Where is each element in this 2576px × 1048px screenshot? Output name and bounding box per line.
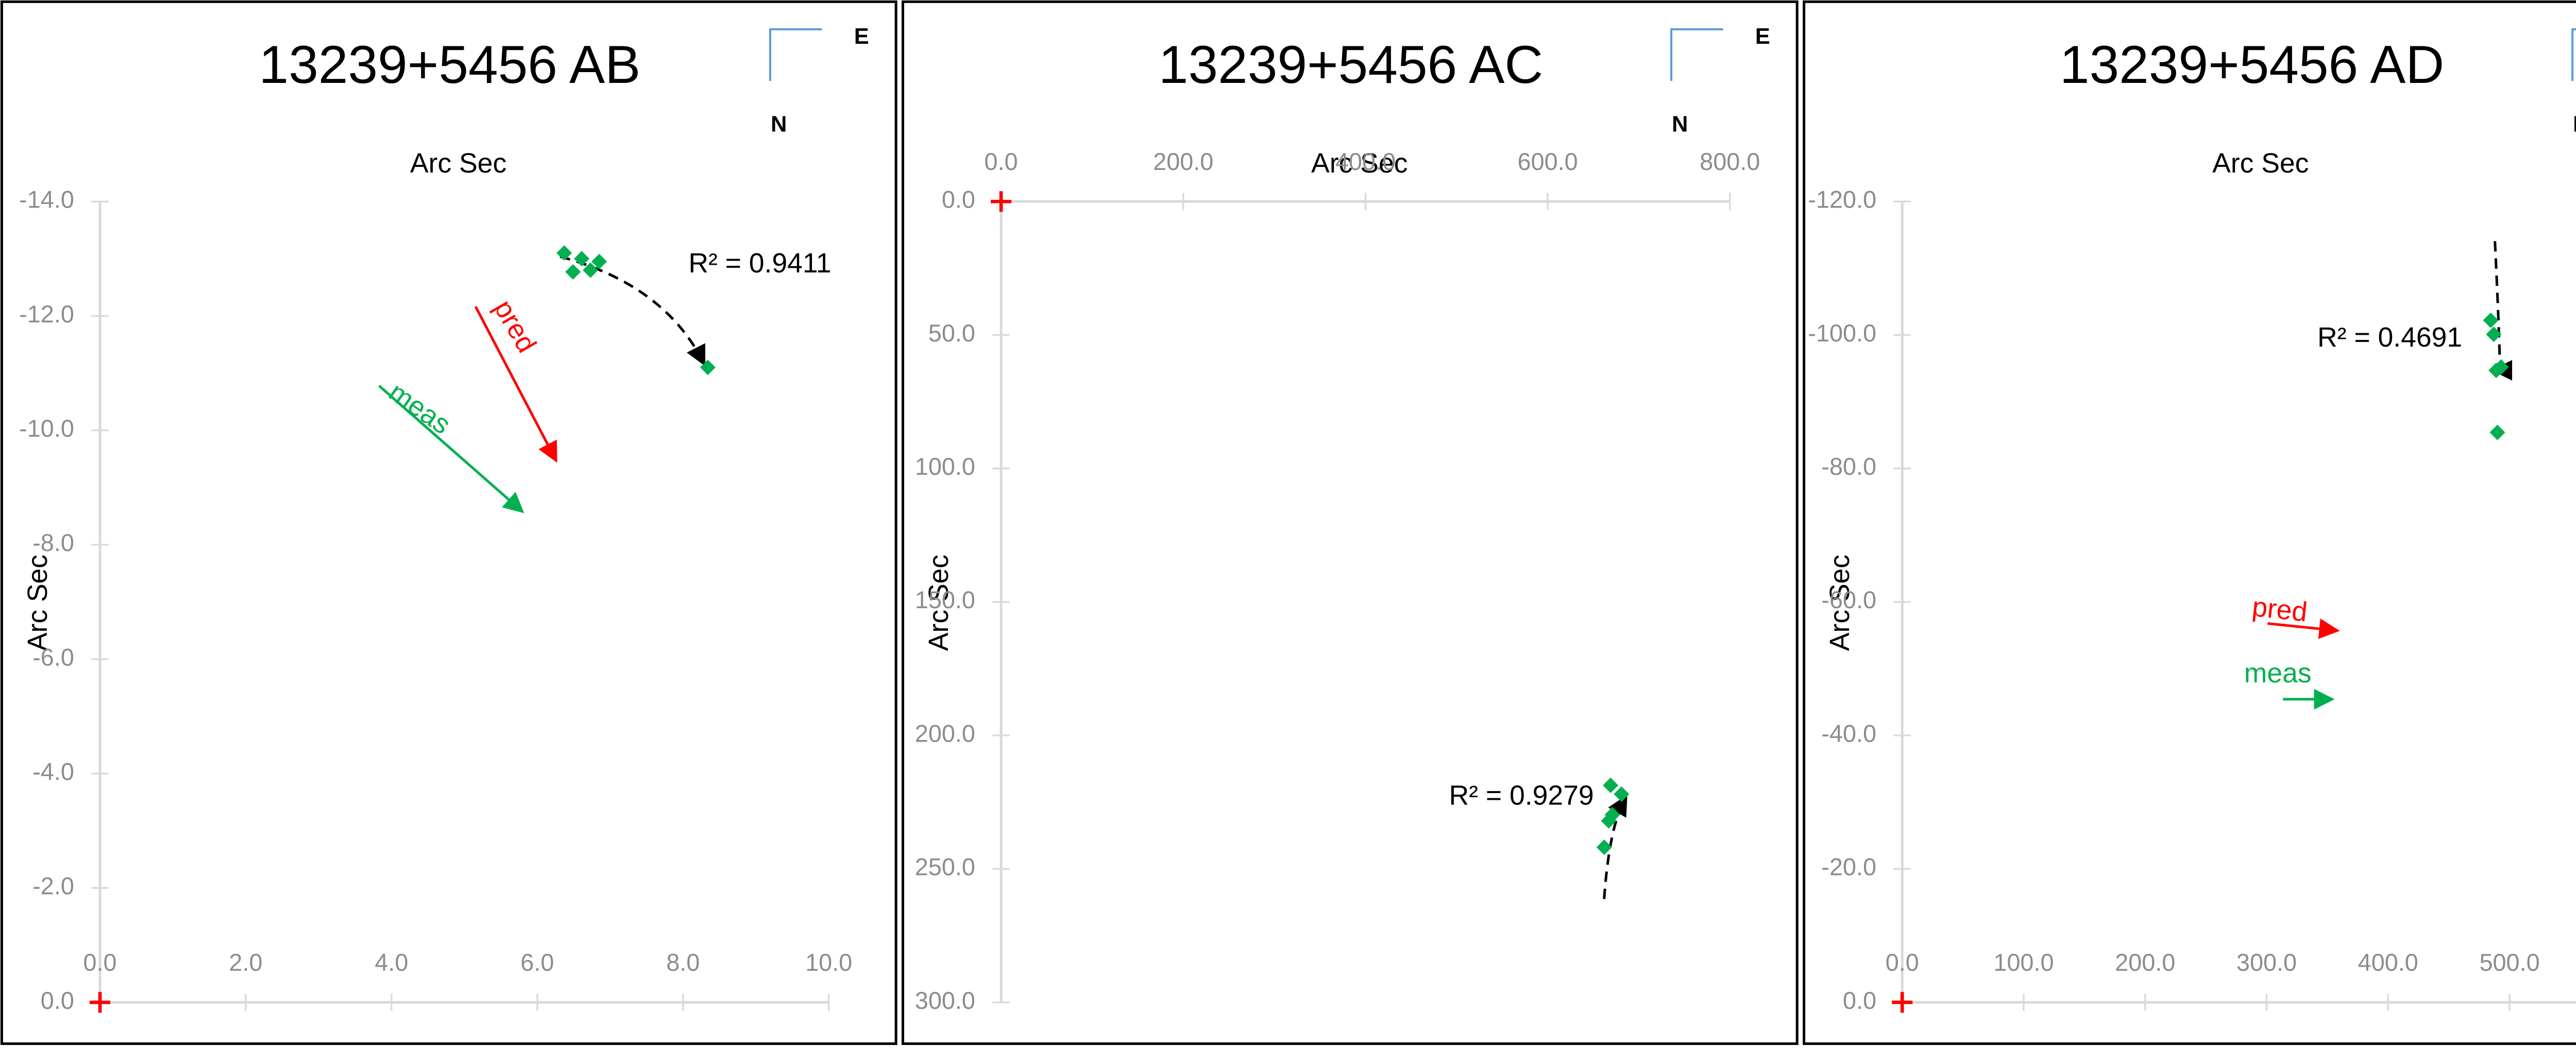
y-tick-label: -14.0 (19, 186, 74, 213)
panel-frame (1803, 0, 2576, 1045)
x-tick-label: 800.0 (1700, 148, 1760, 175)
x-tick-label: 0.0 (985, 148, 1018, 175)
y-tick-label: -20.0 (1821, 854, 1876, 881)
y-tick-label: 0.0 (1843, 987, 1876, 1014)
point (2483, 312, 2499, 329)
y-tick-label: -40.0 (1821, 720, 1876, 747)
y-tick-label: -100.0 (1808, 320, 1876, 347)
y-axis-title: Arc Sec (1825, 555, 1855, 651)
annotation: meas (383, 376, 456, 440)
y-axis-title: Arc Sec (924, 555, 954, 651)
pred-arrow (474, 306, 557, 463)
y-tick-label: 50.0 (928, 320, 975, 347)
origin-marker (89, 992, 111, 1013)
annotation: R² = 0.4691 (2317, 322, 2462, 353)
x-tick-label: 0.0 (1886, 949, 1919, 976)
x-axis-title: Arc Sec (2212, 148, 2309, 179)
compass (1670, 28, 1723, 81)
y-tick-label: 0.0 (41, 987, 74, 1014)
origin-marker (991, 191, 1012, 212)
chart-title: 13239+5456 AC (1159, 35, 1543, 94)
y-axis-title: Arc Sec (23, 555, 53, 651)
x-tick-label: 4.0 (375, 949, 408, 976)
y-tick-label: 300.0 (915, 987, 975, 1014)
x-tick-label: 10.0 (805, 949, 852, 976)
point (2486, 327, 2502, 342)
point (2488, 363, 2504, 379)
panel-frame (901, 0, 1799, 1045)
y-tick-label: -120.0 (1808, 186, 1876, 213)
trendline (560, 255, 706, 367)
x-axis-title: Arc Sec (410, 148, 506, 179)
annotation: R² = 0.9411 (688, 248, 831, 279)
trendline (2494, 241, 2502, 369)
point (583, 262, 599, 278)
x-tick-label: 8.0 (666, 949, 700, 976)
compass-label: N (2573, 112, 2576, 137)
point (1603, 777, 1619, 793)
y-tick-label: -2.0 (32, 873, 74, 900)
y-tick-label: 200.0 (915, 720, 975, 747)
point (1596, 839, 1612, 855)
point (556, 245, 572, 261)
compass-label: E (854, 24, 869, 49)
annotation: R² = 0.9279 (1449, 781, 1594, 811)
x-tick-label: 400.0 (2358, 949, 2418, 976)
point (700, 359, 716, 375)
x-tick-label: 100.0 (1993, 949, 2054, 976)
y-tick-label: -60.0 (1821, 587, 1876, 613)
meas-arrow (378, 385, 524, 513)
y-tick-label: -6.0 (32, 644, 74, 671)
point (2489, 424, 2505, 440)
point (1614, 786, 1630, 802)
x-tick-label: 600.0 (1518, 148, 1578, 175)
x-tick-label: 400.0 (1335, 148, 1396, 175)
compass (2571, 28, 2576, 81)
x-tick-label: 2.0 (229, 949, 262, 976)
pred-arrow (2267, 618, 2340, 639)
compass-label: N (771, 112, 787, 137)
x-tick-label: 0.0 (83, 949, 117, 976)
y-tick-label: -4.0 (32, 758, 74, 785)
origin-marker (1892, 992, 1913, 1013)
y-tick-label: -12.0 (19, 301, 74, 328)
x-tick-label: 300.0 (2236, 949, 2297, 976)
annotation: pred (2251, 592, 2309, 628)
x-tick-label: 200.0 (2115, 949, 2175, 976)
x-tick-label: 500.0 (2479, 949, 2539, 976)
point (1601, 813, 1617, 829)
x-tick-label: 200.0 (1153, 148, 1213, 175)
y-tick-label: 0.0 (942, 186, 975, 213)
annotation: meas (2244, 658, 2312, 689)
chart-title: 13239+5456 AB (259, 35, 641, 94)
y-tick-label: -10.0 (19, 415, 74, 442)
compass (769, 28, 822, 81)
y-tick-label: -80.0 (1821, 453, 1876, 480)
point (591, 253, 607, 269)
chart-title: 13239+5456 AD (2060, 35, 2444, 94)
y-tick-label: 100.0 (915, 453, 975, 480)
panel-frame (0, 0, 897, 1045)
y-tick-label: 250.0 (915, 854, 975, 881)
point (574, 251, 590, 267)
point (565, 264, 581, 280)
compass-label: E (1755, 24, 1770, 49)
x-axis-title: Arc Sec (1311, 148, 1408, 179)
y-tick-label: -8.0 (32, 529, 74, 556)
trendline (1603, 795, 1628, 899)
compass-label: N (1672, 112, 1688, 137)
x-tick-label: 6.0 (520, 949, 554, 976)
y-tick-label: 150.0 (915, 587, 975, 613)
